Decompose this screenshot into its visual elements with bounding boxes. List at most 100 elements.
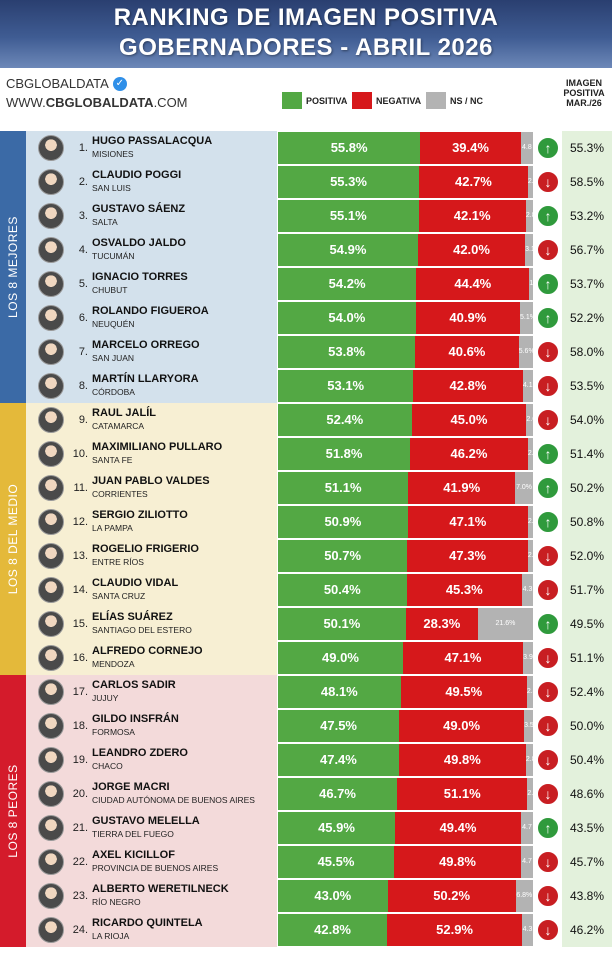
positive-value-label: 43.0%: [314, 888, 352, 903]
negative-value-label: 40.9%: [449, 310, 487, 325]
rank-number: 16.: [72, 652, 88, 664]
positive-bar: 43.0%: [278, 880, 388, 912]
negative-value-label: 50.2%: [433, 888, 471, 903]
positive-value-label: 55.1%: [329, 208, 367, 223]
ns-bar: 4.1: [522, 370, 533, 402]
ns-bar: 2.0: [527, 540, 533, 572]
negative-value-label: 51.1%: [443, 786, 481, 801]
ns-value-label: 2.4: [526, 688, 533, 695]
negative-bar: 52.9%: [387, 914, 523, 946]
ns-value-label: 7.0%: [516, 484, 533, 491]
avatar: [38, 679, 64, 705]
governor-row: 19. LEANDRO ZDERO CHACO 47.4% 49.8% 2.8 ↓ 50.4%: [0, 743, 612, 777]
previous-value: 53.7%: [569, 277, 605, 291]
legend-positive-label: POSITIVA: [306, 95, 348, 106]
province-name: JUJUY: [92, 693, 119, 703]
ns-value-label: 4.3: [522, 926, 533, 933]
legend-negative-swatch: [352, 92, 372, 109]
ns-value-label: 2.8: [525, 212, 533, 219]
avatar: [38, 441, 64, 467]
rank-number: 10.: [72, 448, 88, 460]
avatar: [38, 577, 64, 603]
ns-value-label: 5.1%: [519, 314, 533, 321]
positive-bar: 45.5%: [278, 846, 395, 878]
ns-bar: 2.6: [526, 404, 533, 436]
avatar: [38, 713, 64, 739]
previous-column-header: IMAGEN POSITIVA MAR./26: [556, 78, 612, 108]
negative-value-label: 42.0%: [453, 242, 490, 257]
governor-name: CLAUDIO POGGI: [92, 169, 182, 181]
province-name: TUCUMÁN: [92, 251, 135, 261]
positive-bar: 54.0%: [278, 302, 416, 334]
province-name: CÓRDOBA: [92, 387, 135, 397]
brand-handle: CBGLOBALDATA ✓: [6, 76, 188, 91]
positive-value-label: 45.5%: [317, 854, 355, 869]
positive-bar: 54.2%: [278, 268, 417, 300]
governor-row: 10. MAXIMILIANO PULLARO SANTA FE 51.8% 46.2%…: [0, 437, 612, 471]
previous-value: 45.7%: [569, 855, 605, 869]
positive-bar: 53.1%: [278, 370, 414, 402]
previous-value: 43.5%: [569, 821, 605, 835]
governor-row: 6. ROLANDO FIGUEROA NEUQUÉN 54.0% 40.9% 5.1% ↑…: [0, 301, 612, 335]
positive-value-label: 50.4%: [323, 582, 361, 597]
previous-value: 48.6%: [569, 787, 605, 801]
arrow-down-icon: ↓: [537, 715, 559, 737]
governor-row: 1. HUGO PASSALACQUA MISIONES 55.8% 39.4% 4.8 ↑…: [0, 131, 612, 165]
arrow-down-icon: ↓: [537, 545, 559, 567]
governor-row: 16. ALFREDO CORNEJO MENDOZA 49.0% 47.1% 3.9 ↓ 5…: [0, 641, 612, 675]
ns-value-label: 2.0: [527, 450, 533, 457]
positive-bar: 42.8%: [278, 914, 388, 946]
negative-value-label: 46.2%: [450, 446, 488, 461]
group-label: LOS 8 DEL MEDIO: [0, 403, 26, 675]
positive-value-label: 51.1%: [324, 480, 362, 495]
ns-value-label: 4.7: [522, 858, 532, 865]
governor-name: AXEL KICILLOF: [92, 849, 175, 861]
avatar: [38, 169, 64, 195]
province-name: SALTA: [92, 217, 118, 227]
previous-value: 52.0%: [569, 549, 605, 563]
arrow-up-icon: ↑: [537, 477, 559, 499]
positive-value-label: 54.0%: [328, 310, 366, 325]
province-name: LA PAMPA: [92, 523, 133, 533]
governor-row: 18. GILDO INSFRÁN FORMOSA 47.5% 49.0% 3.5 ↓ 50.…: [0, 709, 612, 743]
avatar: [38, 883, 64, 909]
brand-url[interactable]: WWW.CBGLOBALDATA.COM: [6, 95, 188, 110]
legend-positive-swatch: [282, 92, 302, 109]
group-label: LOS 8 PEORES: [0, 675, 26, 947]
previous-value: 58.5%: [569, 175, 605, 189]
previous-value: 54.0%: [569, 413, 605, 427]
rank-number: 22.: [72, 856, 88, 868]
previous-value: 51.7%: [569, 583, 605, 597]
arrow-down-icon: ↓: [537, 919, 559, 941]
positive-bar: 48.1%: [278, 676, 401, 708]
ns-value-label: 4.7: [522, 824, 532, 831]
governor-row: 2. CLAUDIO POGGI SAN LUIS 55.3% 42.7% 2.0 ↓ 58.…: [0, 165, 612, 199]
governor-name: RAUL JALÍL: [92, 407, 156, 419]
ns-bar: 6.8%: [515, 880, 533, 912]
arrow-down-icon: ↓: [537, 239, 559, 261]
previous-value: 52.2%: [569, 311, 605, 325]
negative-bar: 47.1%: [407, 506, 528, 538]
positive-value-label: 45.9%: [318, 820, 355, 835]
previous-column-background: [562, 131, 612, 947]
province-name: FORMOSA: [92, 727, 135, 737]
governor-name: JORGE MACRI: [92, 781, 170, 793]
positive-value-label: 55.8%: [330, 140, 368, 155]
negative-bar: 51.1%: [397, 778, 528, 810]
previous-header-line3: MAR./26: [566, 98, 602, 108]
negative-value-label: 52.9%: [436, 922, 473, 937]
governor-name: SERGIO ZILIOTTO: [92, 509, 188, 521]
province-name: SAN LUIS: [92, 183, 131, 193]
negative-bar: 49.4%: [395, 812, 521, 844]
positive-bar: 50.4%: [278, 574, 407, 606]
ns-bar: 4.7: [521, 846, 533, 878]
ns-value-label: 2.2: [527, 790, 533, 797]
governor-name: OSVALDO JALDO: [92, 237, 186, 249]
arrow-down-icon: ↓: [537, 885, 559, 907]
avatar: [38, 373, 64, 399]
avatar: [38, 305, 64, 331]
ns-bar: 4.3: [522, 574, 533, 606]
negative-value-label: 45.3%: [445, 582, 483, 597]
positive-bar: 46.7%: [278, 778, 398, 810]
avatar: [38, 509, 64, 535]
